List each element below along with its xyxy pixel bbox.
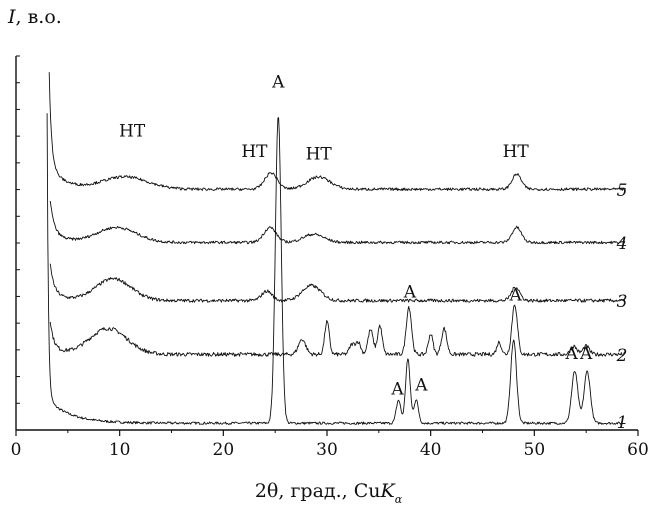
peak-label-a: A xyxy=(565,344,579,364)
y-axis-label: I, в.о. xyxy=(8,6,62,28)
series-line-5 xyxy=(48,72,626,192)
x-tick-label: 60 xyxy=(627,440,649,460)
peak-label-ht: HT xyxy=(306,145,333,165)
y-axis-symbol: I xyxy=(8,6,16,28)
curve-label-1: 1 xyxy=(617,413,628,433)
peak-label-a: A xyxy=(414,375,428,395)
x-axis-label-sub: α xyxy=(394,493,403,506)
series-line-1 xyxy=(46,113,626,425)
peak-label-ht: HT xyxy=(241,142,268,162)
x-tick-label: 10 xyxy=(109,440,131,460)
peak-label-ht: HT xyxy=(119,122,146,142)
peak-label-a: A xyxy=(403,283,417,303)
series-line-2 xyxy=(49,304,626,357)
x-axis-label-main: 2θ, град., Cu xyxy=(254,480,381,502)
x-tick-label: 0 xyxy=(11,440,22,460)
series-line-3 xyxy=(49,263,626,303)
peak-label-ht: HT xyxy=(503,142,530,162)
peak-label-a: A xyxy=(579,344,593,364)
y-axis-unit: , в.о. xyxy=(15,6,62,28)
x-tick-label: 50 xyxy=(524,440,546,460)
x-axis-label-k: K xyxy=(380,480,395,502)
peak-label-a: A xyxy=(271,72,285,92)
curve-label-3: 3 xyxy=(617,292,628,312)
peak-label-a: A xyxy=(509,285,523,305)
x-tick-label: 40 xyxy=(420,440,442,460)
x-tick-label: 20 xyxy=(213,440,235,460)
peak-label-a: A xyxy=(390,380,404,400)
series-line-4 xyxy=(49,200,626,245)
curve-label-2: 2 xyxy=(616,346,628,366)
x-tick-label: 30 xyxy=(316,440,338,460)
x-axis-label: 2θ, град., CuKα xyxy=(0,480,657,506)
curve-label-5: 5 xyxy=(617,181,628,201)
curve-label-4: 4 xyxy=(616,234,628,254)
